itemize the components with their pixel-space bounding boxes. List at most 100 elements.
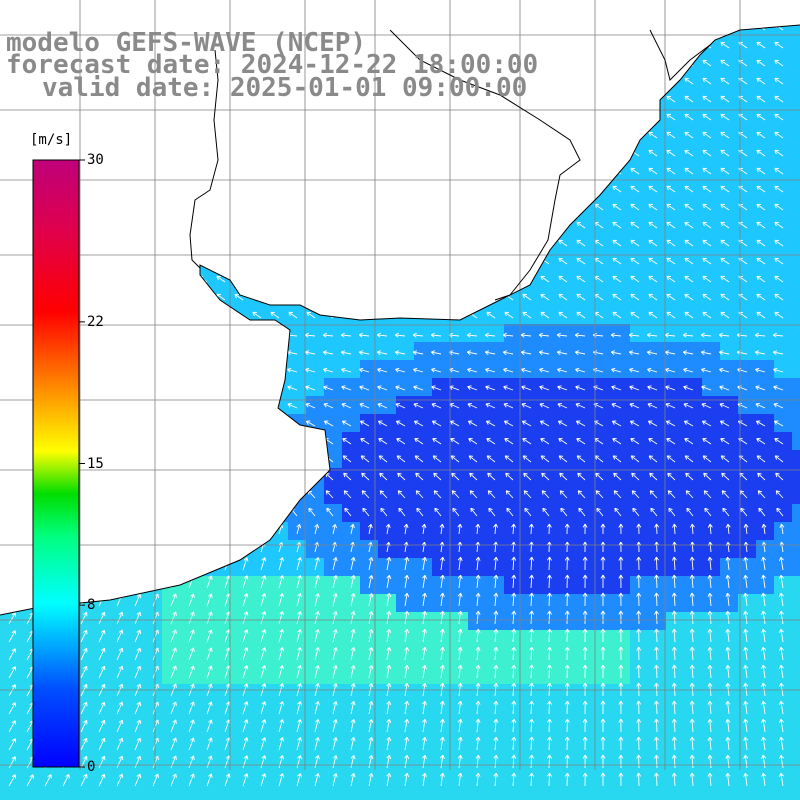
ocean-cell [630,504,648,522]
ocean-cell [252,180,270,198]
wind-arrow [503,385,514,391]
wind-arrow [394,350,406,356]
wind-arrow [630,77,640,85]
wind-arrow [162,185,172,193]
wind-arrow [332,557,338,571]
ocean-cell [162,630,180,648]
forecast-date: forecast date: 2024-12-22 18:00:00 [6,50,539,80]
ocean-cell [540,54,558,72]
ocean-cell [774,522,792,540]
wind-arrow [486,438,496,445]
ocean-cell [144,234,162,252]
wind-arrow [689,718,695,733]
ocean-cell [198,0,216,18]
ocean-cell [756,180,774,198]
wind-arrow [296,773,302,787]
wind-arrow [224,524,230,535]
ocean-cell [432,126,450,144]
wind-arrow [469,472,478,481]
wind-arrow [368,556,374,571]
wind-arrow [743,682,749,697]
ocean-cell [270,540,288,558]
wind-arrow [466,350,478,356]
wind-arrow [170,593,177,607]
wind-arrow [557,420,568,427]
ocean-cell [720,792,738,800]
ocean-cell [198,234,216,252]
wind-arrow [142,332,154,338]
ocean-cell [756,72,774,90]
ocean-cell [90,792,108,800]
ocean-cell [144,648,162,666]
wind-arrow [106,332,118,338]
ocean-cell [126,612,144,630]
ocean-cell [414,414,432,432]
wind-arrow [170,629,177,643]
ocean-cell [270,612,288,630]
ocean-cell [288,216,306,234]
ocean-cell [576,54,594,72]
ocean-cell [378,162,396,180]
ocean-cell [756,306,774,324]
ocean-cell [144,162,162,180]
wind-arrow [90,293,100,301]
ocean-cell [774,36,792,54]
wind-arrow [368,718,374,733]
ocean-cell [414,612,432,630]
ocean-cell [216,306,234,324]
ocean-cell [630,396,648,414]
wind-arrow [754,350,766,356]
ocean-cell [540,162,558,180]
wind-arrow [108,438,118,445]
ocean-cell [108,504,126,522]
ocean-cell [324,774,342,792]
ocean-cell [234,234,252,252]
wind-arrow [180,239,190,247]
wind-arrow [144,221,154,229]
wind-arrow [778,646,784,661]
wind-arrow [432,149,442,157]
wind-arrow [468,41,478,49]
wind-arrow [576,185,586,193]
ocean-cell [450,25,468,36]
ocean-cell [738,0,756,18]
ocean-cell [540,216,558,234]
wind-arrow [26,774,34,787]
wind-arrow [332,629,338,643]
ocean-cell [162,162,180,180]
wind-arrow [376,332,388,338]
ocean-cell [288,684,306,702]
ocean-cell [108,684,126,702]
wind-arrow [720,257,730,265]
ocean-cell [666,432,684,450]
wind-arrow [613,490,622,499]
wind-arrow [450,203,460,211]
wind-arrow [564,664,570,679]
wind-arrow [161,420,172,427]
wind-arrow [564,772,570,787]
wind-arrow [576,95,586,103]
wind-arrow [305,367,316,373]
ocean-cell [450,504,468,522]
ocean-cell [504,486,522,504]
wind-arrow [18,239,28,247]
ocean-cell [144,144,162,162]
wind-arrow [757,490,766,499]
wind-arrow [377,420,388,427]
ocean-cell [432,504,450,522]
ocean-cell [576,342,594,360]
wind-arrow [511,718,517,733]
ocean-cell [342,342,360,360]
ocean-cell [144,288,162,306]
ocean-cell [270,468,288,486]
wind-arrow [296,629,302,643]
ocean-cell [756,360,774,378]
ocean-cell [324,396,342,414]
ocean-cell [252,126,270,144]
wind-arrow [600,664,606,678]
wind-arrow [170,542,176,553]
wind-arrow [457,754,463,769]
ocean-cell [792,540,800,558]
wind-arrow [725,574,731,589]
wind-arrow [422,754,427,769]
